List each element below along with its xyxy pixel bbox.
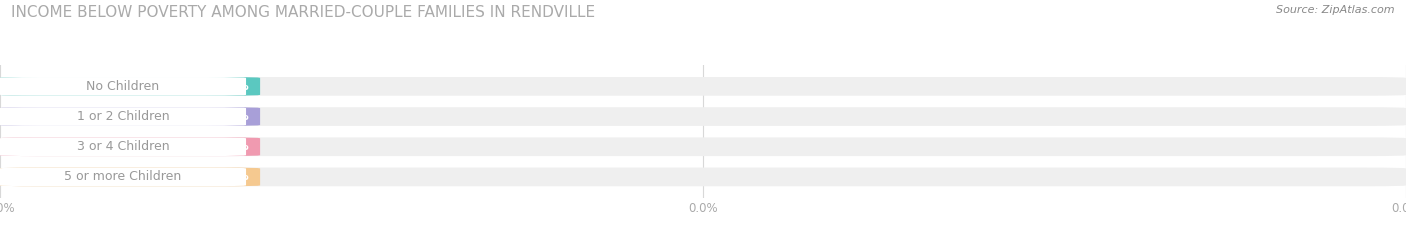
FancyBboxPatch shape <box>0 168 260 186</box>
FancyBboxPatch shape <box>0 137 1406 156</box>
Text: INCOME BELOW POVERTY AMONG MARRIED-COUPLE FAMILIES IN RENDVILLE: INCOME BELOW POVERTY AMONG MARRIED-COUPL… <box>11 5 595 20</box>
Text: No Children: No Children <box>86 80 160 93</box>
FancyBboxPatch shape <box>0 168 246 186</box>
FancyBboxPatch shape <box>0 137 246 156</box>
FancyBboxPatch shape <box>0 77 1406 96</box>
FancyBboxPatch shape <box>0 77 260 96</box>
FancyBboxPatch shape <box>0 77 246 96</box>
Text: 3 or 4 Children: 3 or 4 Children <box>77 140 169 153</box>
Text: 0.0%: 0.0% <box>214 80 249 93</box>
FancyBboxPatch shape <box>0 168 1406 186</box>
Text: 0.0%: 0.0% <box>214 110 249 123</box>
Text: 0.0%: 0.0% <box>214 170 249 183</box>
FancyBboxPatch shape <box>0 137 260 156</box>
Text: 5 or more Children: 5 or more Children <box>65 170 181 183</box>
Text: 1 or 2 Children: 1 or 2 Children <box>77 110 169 123</box>
FancyBboxPatch shape <box>0 107 1406 126</box>
FancyBboxPatch shape <box>0 107 246 126</box>
Text: Source: ZipAtlas.com: Source: ZipAtlas.com <box>1277 5 1395 15</box>
Text: 0.0%: 0.0% <box>214 140 249 153</box>
FancyBboxPatch shape <box>0 107 260 126</box>
